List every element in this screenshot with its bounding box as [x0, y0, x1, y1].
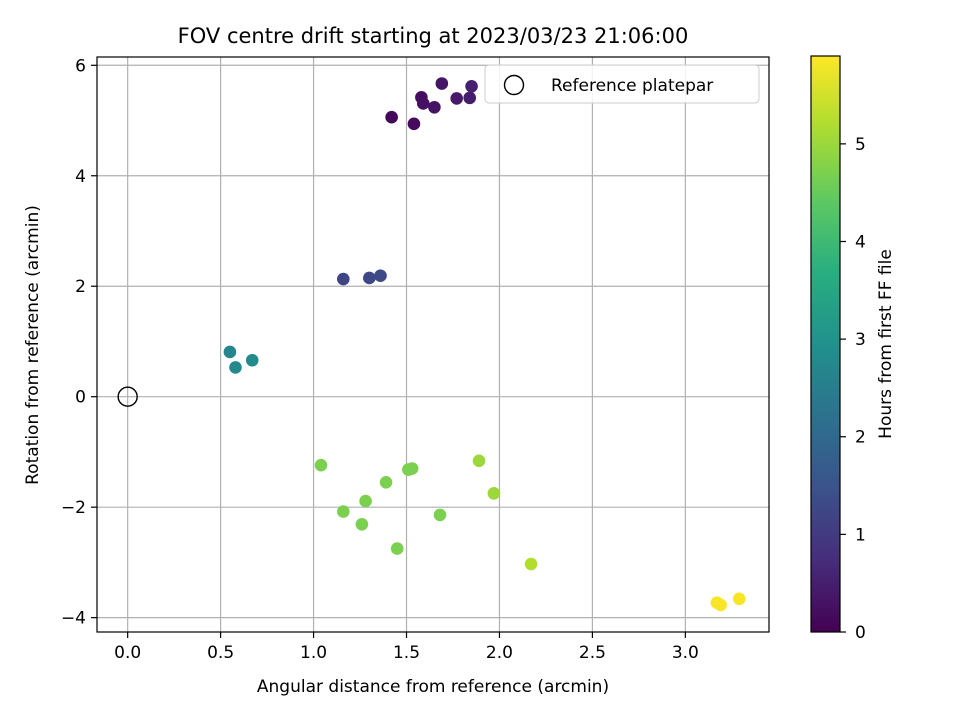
- colorbar-tick-label: 1: [855, 525, 866, 545]
- data-point: [390, 542, 404, 555]
- data-point: [337, 505, 350, 518]
- colorbar-tick-label: 4: [855, 232, 866, 252]
- axis-ticks: 0.0 0.5 1.0 1.5 2.0 2.5 3.0 −4 −2 0 2 4 6: [61, 56, 699, 663]
- y-tick-label: 2: [75, 277, 86, 297]
- y-axis-label: Rotation from reference (arcmin): [23, 205, 43, 485]
- y-tick-label: 6: [75, 56, 86, 76]
- data-point: [472, 454, 486, 468]
- y-tick-label: −4: [61, 609, 86, 629]
- y-tick-label: 4: [75, 167, 86, 187]
- data-point: [714, 598, 727, 612]
- data-point: [435, 77, 449, 90]
- x-tick-label: 1.5: [393, 643, 420, 663]
- colorbar-frame: [810, 55, 841, 633]
- data-point: [363, 271, 376, 285]
- colorbar: 0 1 2 3 4 5 Hours from first FF file: [810, 55, 896, 643]
- colorbar-tick-label: 3: [855, 330, 866, 350]
- x-tick-label: 2.0: [486, 643, 513, 663]
- colorbar-tick-label: 2: [855, 428, 866, 448]
- data-point: [355, 517, 369, 531]
- data-point: [374, 269, 387, 283]
- legend: Reference platepar: [484, 64, 760, 104]
- data-point: [407, 117, 421, 131]
- x-tick-label: 0.5: [207, 643, 234, 663]
- reference-point: [117, 386, 138, 407]
- data-point: [379, 476, 393, 489]
- legend-marker: [503, 74, 525, 96]
- data-point: [450, 92, 464, 105]
- data-points: [117, 77, 746, 612]
- data-point: [524, 557, 538, 571]
- data-point: [229, 361, 242, 374]
- data-point: [463, 91, 477, 105]
- grid-lines: [97, 57, 769, 632]
- data-point: [416, 97, 430, 110]
- colorbar-tick-label: 0: [855, 623, 866, 643]
- y-tick-label: −2: [61, 498, 86, 518]
- data-point: [359, 494, 372, 508]
- colorbar-label: Hours from first FF file: [876, 249, 896, 439]
- data-point: [337, 272, 350, 286]
- x-tick-label: 2.5: [579, 643, 606, 663]
- plot-frame: [96, 56, 770, 633]
- data-point: [245, 353, 259, 367]
- data-point: [405, 462, 419, 475]
- data-point: [223, 345, 237, 359]
- colorbar-gradient: [811, 56, 840, 632]
- data-point: [433, 508, 447, 522]
- x-axis-label: Angular distance from reference (arcmin): [257, 677, 609, 697]
- data-point: [428, 100, 441, 114]
- colorbar-ticks: 0 1 2 3 4 5: [840, 135, 866, 643]
- data-point: [465, 79, 478, 93]
- x-tick-label: 1.0: [300, 643, 327, 663]
- x-tick-label: 3.0: [672, 643, 699, 663]
- data-point: [732, 592, 746, 606]
- data-point: [314, 458, 328, 472]
- data-point: [487, 487, 501, 500]
- legend-box: [484, 64, 760, 104]
- chart-title: FOV centre drift starting at 2023/03/23 …: [178, 24, 689, 48]
- legend-entry: Reference platepar: [551, 76, 713, 96]
- colorbar-tick-label: 5: [855, 135, 866, 155]
- data-point: [385, 110, 398, 124]
- y-tick-label: 0: [75, 388, 86, 408]
- x-tick-label: 0.0: [114, 643, 141, 663]
